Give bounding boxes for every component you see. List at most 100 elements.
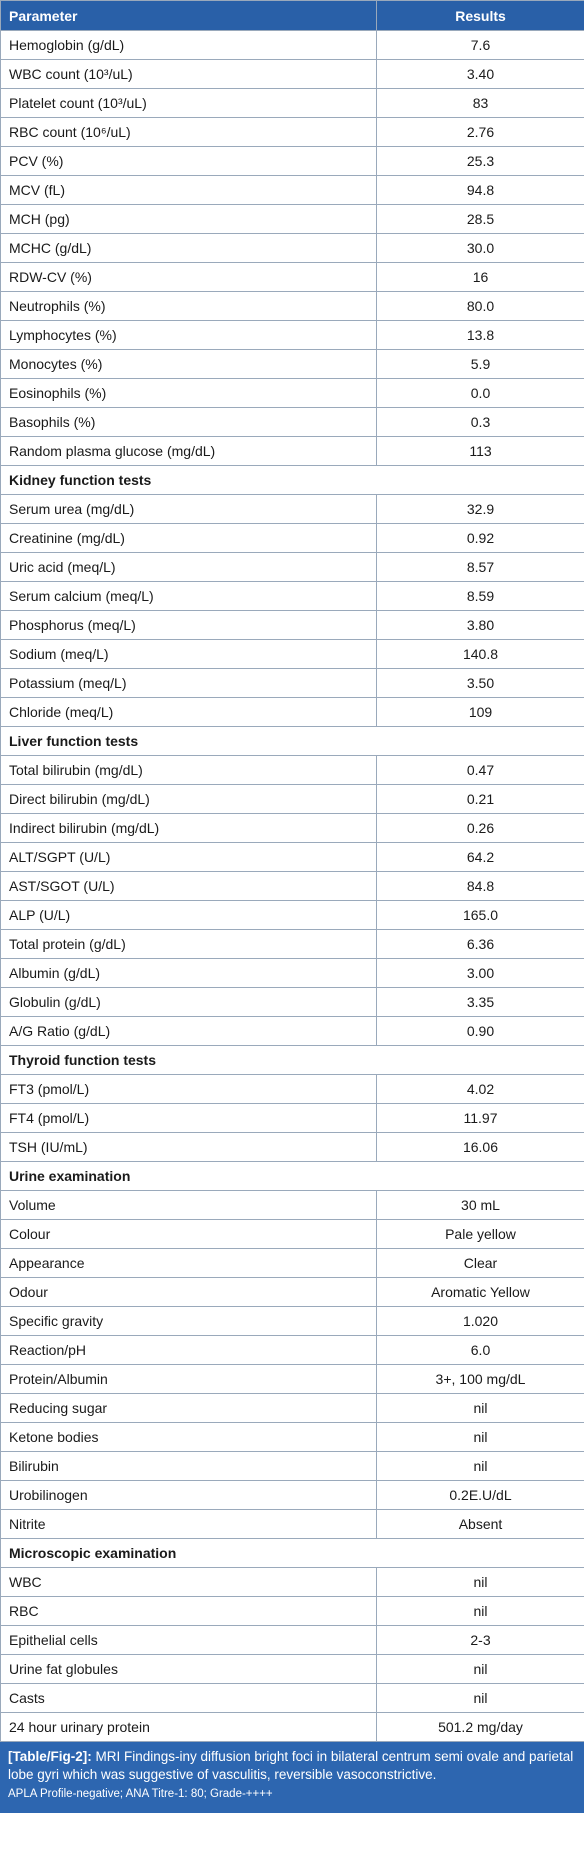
data-row: Ketone bodies nil (0, 1422, 584, 1452)
section-title: Urine examination (0, 1161, 584, 1191)
data-row: MCHC (g/dL) 30.0 (0, 233, 584, 263)
data-row: Nitrite Absent (0, 1509, 584, 1539)
parameter-cell: Globulin (g/dL) (0, 987, 377, 1017)
caption-text: MRI Findings-iny diffusion bright foci i… (8, 1749, 574, 1782)
parameter-cell: Odour (0, 1277, 377, 1307)
result-cell: 30 mL (376, 1190, 584, 1220)
data-row: Random plasma glucose (mg/dL) 113 (0, 436, 584, 466)
result-cell: 0.47 (376, 755, 584, 785)
parameter-cell: Direct bilirubin (mg/dL) (0, 784, 377, 814)
parameter-cell: RDW-CV (%) (0, 262, 377, 292)
data-row: Chloride (meq/L) 109 (0, 697, 584, 727)
parameter-cell: Albumin (g/dL) (0, 958, 377, 988)
parameter-cell: Basophils (%) (0, 407, 377, 437)
result-cell: 8.57 (376, 552, 584, 582)
result-cell: 3.80 (376, 610, 584, 640)
data-row: Reaction/pH 6.0 (0, 1335, 584, 1365)
result-cell: 80.0 (376, 291, 584, 321)
section-row: Thyroid function tests (0, 1045, 584, 1075)
parameter-cell: Reducing sugar (0, 1393, 377, 1423)
result-cell: Clear (376, 1248, 584, 1278)
data-row: TSH (IU/mL) 16.06 (0, 1132, 584, 1162)
result-cell: 16.06 (376, 1132, 584, 1162)
parameter-cell: WBC count (10³/uL) (0, 59, 377, 89)
table-body: Hemoglobin (g/dL) 7.6 WBC count (10³/uL) 3.… (0, 30, 584, 1742)
result-cell: 30.0 (376, 233, 584, 263)
data-row: A/G Ratio (g/dL) 0.90 (0, 1016, 584, 1046)
data-row: WBC count (10³/uL) 3.40 (0, 59, 584, 89)
result-cell: nil (376, 1451, 584, 1481)
result-cell: nil (376, 1393, 584, 1423)
data-row: FT3 (pmol/L) 4.02 (0, 1074, 584, 1104)
caption-label: [Table/Fig-2]: (8, 1749, 92, 1764)
data-row: RBC count (10⁶/uL) 2.76 (0, 117, 584, 147)
result-cell: 3.40 (376, 59, 584, 89)
parameter-cell: Serum urea (mg/dL) (0, 494, 377, 524)
parameter-cell: FT4 (pmol/L) (0, 1103, 377, 1133)
parameter-cell: Colour (0, 1219, 377, 1249)
data-row: Indirect bilirubin (mg/dL) 0.26 (0, 813, 584, 843)
caption: [Table/Fig-2]: MRI Findings-iny diffusio… (0, 1742, 584, 1813)
data-row: Total protein (g/dL) 6.36 (0, 929, 584, 959)
parameter-cell: Platelet count (10³/uL) (0, 88, 377, 118)
parameter-cell: TSH (IU/mL) (0, 1132, 377, 1162)
parameter-cell: PCV (%) (0, 146, 377, 176)
parameter-cell: Appearance (0, 1248, 377, 1278)
result-cell: 7.6 (376, 30, 584, 60)
data-row: Casts nil (0, 1683, 584, 1713)
result-cell: 0.3 (376, 407, 584, 437)
data-row: Bilirubin nil (0, 1451, 584, 1481)
parameter-cell: Ketone bodies (0, 1422, 377, 1452)
result-cell: 2-3 (376, 1625, 584, 1655)
data-row: Platelet count (10³/uL) 83 (0, 88, 584, 118)
result-cell: 0.2E.U/dL (376, 1480, 584, 1510)
result-cell: 0.90 (376, 1016, 584, 1046)
result-cell: 16 (376, 262, 584, 292)
parameter-cell: Total bilirubin (mg/dL) (0, 755, 377, 785)
parameter-cell: Urobilinogen (0, 1480, 377, 1510)
result-cell: 3.50 (376, 668, 584, 698)
parameter-cell: Chloride (meq/L) (0, 697, 377, 727)
parameter-cell: Sodium (meq/L) (0, 639, 377, 669)
parameter-cell: Epithelial cells (0, 1625, 377, 1655)
parameter-cell: Potassium (meq/L) (0, 668, 377, 698)
data-row: 24 hour urinary protein 501.2 mg/day (0, 1712, 584, 1742)
data-row: Creatinine (mg/dL) 0.92 (0, 523, 584, 553)
result-cell: 3.00 (376, 958, 584, 988)
result-cell: 83 (376, 88, 584, 118)
data-row: ALT/SGPT (U/L) 64.2 (0, 842, 584, 872)
data-row: MCH (pg) 28.5 (0, 204, 584, 234)
parameter-cell: Urine fat globules (0, 1654, 377, 1684)
parameter-cell: Bilirubin (0, 1451, 377, 1481)
header-row: Parameter Results (0, 0, 584, 31)
parameter-cell: Indirect bilirubin (mg/dL) (0, 813, 377, 843)
parameter-cell: Lymphocytes (%) (0, 320, 377, 350)
section-row: Urine examination (0, 1161, 584, 1191)
parameter-cell: AST/SGOT (U/L) (0, 871, 377, 901)
result-cell: 0.92 (376, 523, 584, 553)
parameter-cell: Reaction/pH (0, 1335, 377, 1365)
data-row: Sodium (meq/L) 140.8 (0, 639, 584, 669)
parameter-cell: Monocytes (%) (0, 349, 377, 379)
data-row: Neutrophils (%) 80.0 (0, 291, 584, 321)
result-cell: 165.0 (376, 900, 584, 930)
result-cell: 64.2 (376, 842, 584, 872)
result-cell: Pale yellow (376, 1219, 584, 1249)
parameter-cell: MCV (fL) (0, 175, 377, 205)
parameter-cell: WBC (0, 1567, 377, 1597)
result-cell: 8.59 (376, 581, 584, 611)
result-cell: 4.02 (376, 1074, 584, 1104)
result-cell: Aromatic Yellow (376, 1277, 584, 1307)
data-row: Urine fat globules nil (0, 1654, 584, 1684)
parameter-cell: Uric acid (meq/L) (0, 552, 377, 582)
result-cell: 25.3 (376, 146, 584, 176)
table-figure: Parameter Results Hemoglobin (g/dL) 7.6 WB… (0, 0, 584, 1813)
result-cell: 3+, 100 mg/dL (376, 1364, 584, 1394)
data-row: Reducing sugar nil (0, 1393, 584, 1423)
result-cell: 2.76 (376, 117, 584, 147)
lab-table: Parameter Results Hemoglobin (g/dL) 7.6 WB… (0, 0, 584, 1742)
parameter-cell: Neutrophils (%) (0, 291, 377, 321)
parameter-cell: FT3 (pmol/L) (0, 1074, 377, 1104)
data-row: Volume 30 mL (0, 1190, 584, 1220)
